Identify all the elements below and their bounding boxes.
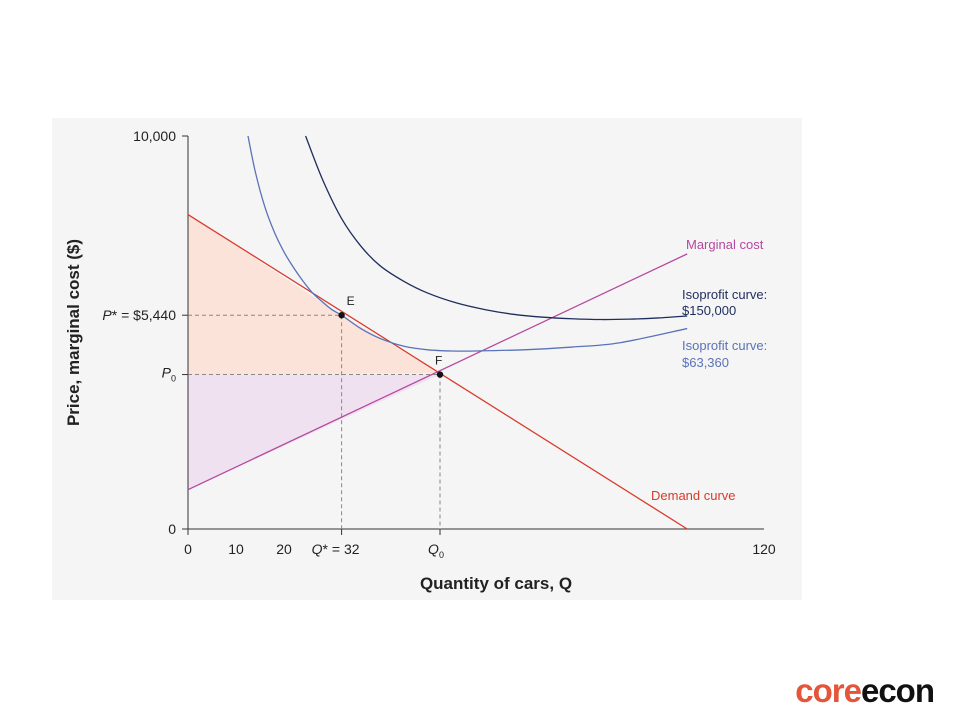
x-tick-label-0: 0 bbox=[184, 541, 192, 557]
y-tick-label-zero: 0 bbox=[168, 521, 176, 537]
chart: 10,000 0 0 10 20 120 P* = $5,440 P0 Q* =… bbox=[64, 128, 776, 593]
x-tick-label-10: 10 bbox=[228, 541, 244, 557]
y-tick-label-max: 10,000 bbox=[133, 128, 176, 144]
isoprofit-63360-label-line1: Isoprofit curve: bbox=[682, 338, 767, 353]
point-f-label: F bbox=[435, 354, 442, 368]
x-tick-label-120: 120 bbox=[752, 541, 776, 557]
chart-panel: 10,000 0 0 10 20 120 P* = $5,440 P0 Q* =… bbox=[52, 118, 802, 600]
marginal-cost-curve bbox=[187, 253, 688, 491]
point-e-label: E bbox=[347, 294, 355, 308]
pstar-label: P* = $5,440 bbox=[102, 307, 176, 323]
x-axis-title: Quantity of cars, Q bbox=[420, 574, 572, 593]
coreecon-logo: coreecon bbox=[795, 672, 935, 710]
y-axis-title: Price, marginal cost ($) bbox=[64, 239, 83, 426]
logo-core: core bbox=[795, 672, 862, 709]
q0-label: Q0 bbox=[428, 541, 444, 560]
x-tick-label-20: 20 bbox=[276, 541, 292, 557]
point-e bbox=[338, 312, 345, 319]
isoprofit-150000-label-line1: Isoprofit curve: bbox=[682, 287, 767, 302]
dashed-guides bbox=[188, 314, 441, 529]
p0-label: P0 bbox=[162, 365, 176, 384]
axis-ticks bbox=[182, 135, 441, 535]
producer-surplus-area bbox=[188, 374, 440, 490]
isoprofit-63360-label-line2: $63,360 bbox=[682, 355, 729, 370]
qstar-label: Q* = 32 bbox=[312, 541, 360, 557]
demand-curve-label: Demand curve bbox=[651, 488, 736, 503]
isoprofit-150000-curve bbox=[304, 135, 688, 321]
isoprofit-150000-label-line2: $150,000 bbox=[682, 303, 736, 318]
point-f bbox=[436, 371, 444, 378]
marginal-cost-label: Marginal cost bbox=[686, 237, 764, 252]
consumer-surplus-area bbox=[188, 214, 440, 375]
logo-econ: econ bbox=[860, 672, 935, 709]
